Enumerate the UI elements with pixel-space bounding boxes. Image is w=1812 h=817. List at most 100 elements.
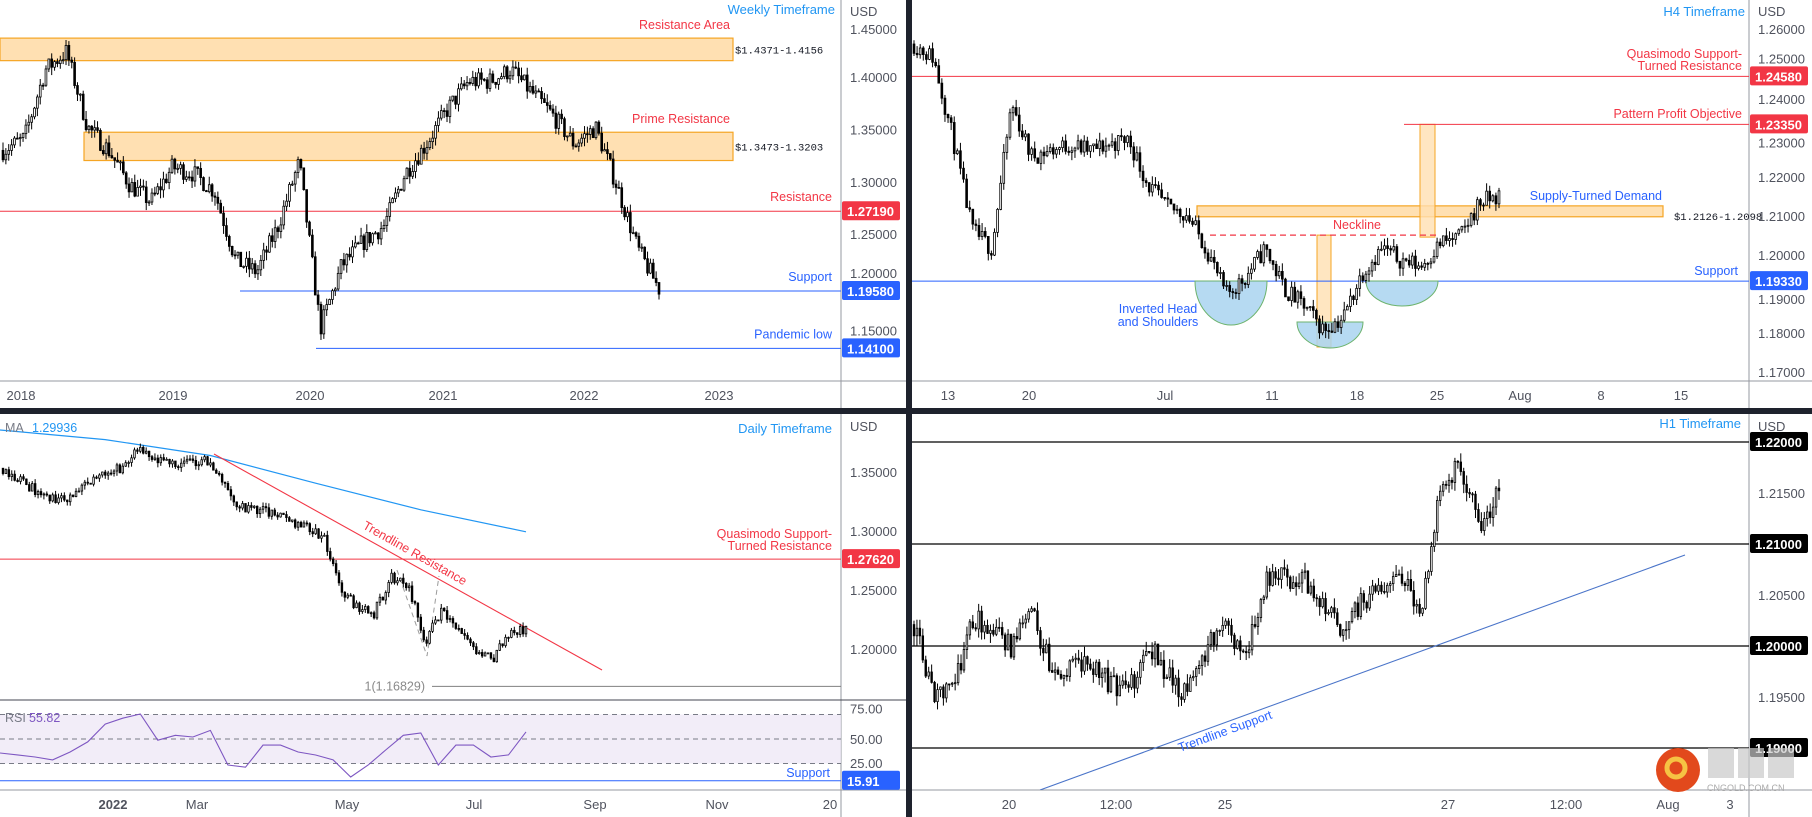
candle-body	[437, 117, 440, 126]
candle	[1055, 146, 1058, 159]
candle-body	[1472, 213, 1476, 221]
candle	[1262, 241, 1266, 267]
candle-body	[28, 484, 31, 492]
y-tick-label: 1.40000	[850, 70, 897, 85]
candle-body	[18, 137, 22, 140]
candle-body	[980, 231, 984, 237]
candle-body	[419, 147, 423, 165]
candle-body	[1432, 256, 1436, 263]
candle-body	[965, 178, 968, 209]
candle-body	[1265, 244, 1269, 250]
candle	[1064, 134, 1067, 155]
timeframe-title: H4 Timeframe	[1663, 4, 1745, 19]
candle	[98, 473, 101, 482]
candle	[1485, 183, 1488, 206]
candle	[296, 520, 300, 531]
candle	[1391, 571, 1395, 591]
candle-body	[1488, 190, 1492, 202]
candle-body	[1450, 479, 1454, 483]
candle	[933, 680, 936, 704]
candle-body	[1469, 213, 1473, 226]
candle	[1265, 565, 1268, 600]
candle-body	[1497, 487, 1501, 492]
candle-body	[1286, 568, 1289, 578]
candle	[407, 582, 411, 592]
plot-area[interactable]	[0, 37, 841, 349]
candle	[276, 225, 280, 239]
candle-body	[337, 572, 341, 584]
candle-body	[371, 233, 374, 244]
candle-body	[276, 514, 279, 518]
candle-body	[1048, 147, 1052, 152]
candle-body	[133, 449, 136, 459]
candle	[1292, 575, 1295, 589]
candle-body	[454, 622, 458, 629]
candle	[511, 60, 515, 80]
candle	[1027, 608, 1030, 623]
candle	[537, 88, 540, 93]
candle	[345, 253, 349, 273]
candle-body	[609, 153, 612, 160]
candle	[1042, 146, 1046, 165]
candle-body	[1318, 598, 1321, 608]
plot-area[interactable]	[0, 429, 841, 687]
candle	[949, 115, 953, 131]
candle-body	[1166, 197, 1170, 200]
candle	[524, 625, 528, 638]
candle-body	[1224, 620, 1227, 626]
candle	[319, 301, 323, 340]
candle	[1444, 480, 1448, 490]
rsi-support-label: Support	[786, 766, 830, 780]
level-label: Support	[788, 270, 832, 284]
horizontal-divider[interactable]	[0, 408, 1812, 414]
candle-body	[144, 450, 148, 454]
plot-area[interactable]	[912, 441, 1749, 790]
pattern-head	[1296, 321, 1364, 349]
zone-label: Prime Resistance	[632, 112, 730, 126]
candle-body	[1141, 170, 1145, 182]
candle	[925, 51, 928, 65]
candle	[640, 243, 644, 252]
candle-body	[1150, 651, 1154, 660]
candle-body	[448, 99, 452, 117]
candle-body	[79, 93, 82, 96]
candle-body	[1062, 675, 1066, 679]
candle-body	[560, 113, 563, 120]
h4-chart-panel[interactable]: Quasimodo Support-Turned ResistancePatte…	[912, 0, 1812, 408]
candle-body	[1192, 676, 1195, 679]
candle	[930, 664, 933, 684]
candle-body	[1116, 135, 1120, 151]
candle	[1377, 578, 1380, 596]
candle	[1014, 99, 1018, 117]
candle	[322, 305, 326, 339]
candle	[10, 470, 13, 482]
candle	[1209, 249, 1213, 263]
candle-body	[577, 142, 581, 147]
candle	[81, 90, 85, 121]
candle-body	[1071, 658, 1074, 662]
candle-body	[1036, 157, 1040, 164]
daily-chart-panel[interactable]: 1(1.16829)Trendline Resistance Quasimodo …	[0, 414, 906, 817]
candle-body	[33, 107, 36, 118]
candle-body	[983, 624, 986, 633]
candle	[998, 617, 1001, 632]
candle-body	[25, 478, 28, 485]
candle	[915, 46, 919, 59]
candle	[1355, 284, 1358, 306]
candle-body	[1098, 661, 1101, 678]
plot-area[interactable]	[912, 40, 1749, 349]
candle-body	[962, 167, 965, 180]
candle-body	[505, 66, 509, 80]
candle	[1294, 576, 1298, 596]
candle-body	[90, 125, 94, 131]
candle-body	[631, 232, 635, 235]
candle-body	[207, 184, 211, 193]
candle	[302, 167, 306, 191]
candle-body	[623, 207, 626, 218]
candle	[92, 474, 95, 487]
candle	[485, 77, 489, 94]
candle	[74, 488, 78, 498]
